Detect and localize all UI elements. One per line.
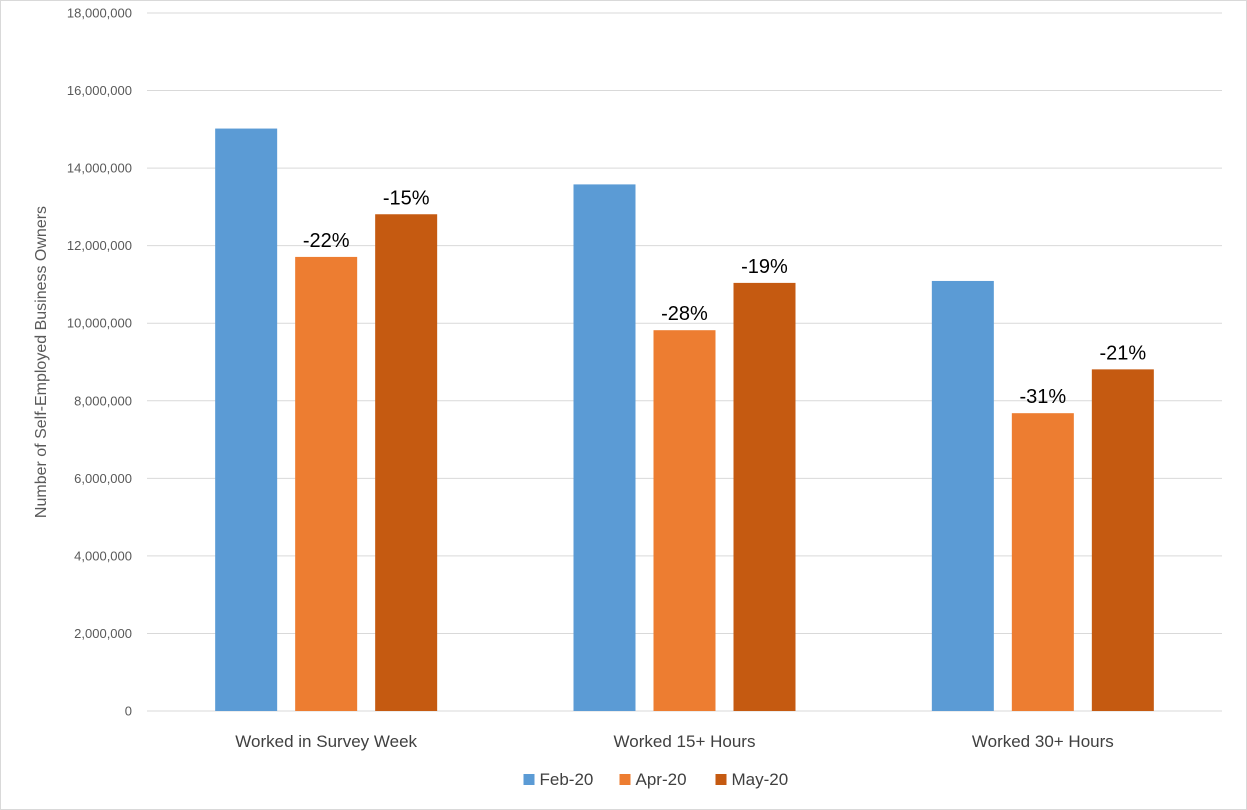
data-label: -15%: [383, 187, 430, 209]
y-tick-label: 18,000,000: [67, 6, 132, 21]
legend-swatch-may-20: [715, 774, 727, 785]
data-label: -31%: [1019, 386, 1066, 408]
y-tick-label: 0: [125, 704, 132, 719]
legend: Feb-20 Apr-20 May-20: [523, 770, 789, 789]
data-label: -19%: [741, 256, 788, 278]
data-label: -21%: [1099, 342, 1146, 364]
x-category-label: Worked 30+ Hours: [972, 732, 1114, 751]
bar-apr-20: [295, 256, 358, 711]
data-labels: -22% -15% -28% -19% -31% -21%: [303, 187, 1147, 408]
bar-apr-20: [653, 330, 716, 711]
data-label: -28%: [661, 303, 708, 325]
bar-may-20: [733, 282, 796, 711]
legend-label: Apr-20: [636, 770, 687, 789]
bar-may-20: [375, 214, 438, 712]
legend-swatch-feb-20: [523, 774, 535, 785]
y-tick-label: 12,000,000: [67, 238, 132, 253]
bar-feb-20: [931, 280, 994, 711]
x-category-label: Worked 15+ Hours: [614, 732, 756, 751]
x-category-label: Worked in Survey Week: [235, 732, 417, 751]
y-tick-label: 16,000,000: [67, 83, 132, 98]
y-tick-label: 14,000,000: [67, 161, 132, 176]
legend-label: May-20: [732, 770, 789, 789]
y-tick-label: 10,000,000: [67, 316, 132, 331]
legend-label: Feb-20: [540, 770, 594, 789]
legend-swatch-apr-20: [619, 774, 631, 785]
data-label: -22%: [303, 230, 350, 252]
y-tick-label: 2,000,000: [74, 626, 132, 641]
bars: [215, 128, 1154, 712]
y-tick-label: 4,000,000: [74, 548, 132, 563]
bar-apr-20: [1011, 413, 1074, 711]
x-axis-categories: Worked in Survey Week Worked 15+ Hours Wor…: [235, 732, 1113, 751]
y-tick-label: 8,000,000: [74, 393, 132, 408]
y-axis-title: Number of Self-Employed Business Owners: [33, 206, 50, 518]
bar-feb-20: [215, 128, 278, 711]
bar-may-20: [1091, 369, 1154, 711]
y-tick-label: 6,000,000: [74, 471, 132, 486]
y-axis-ticks: 0 2,000,000 4,000,000 6,000,000 8,000,000 10,…: [67, 6, 132, 719]
bar-feb-20: [573, 184, 636, 712]
